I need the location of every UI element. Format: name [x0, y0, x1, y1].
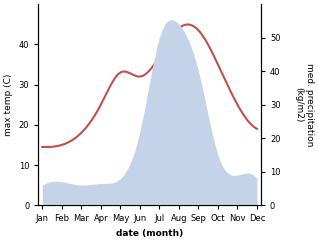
Y-axis label: max temp (C): max temp (C)	[4, 74, 13, 136]
Y-axis label: med. precipitation
(kg/m2): med. precipitation (kg/m2)	[294, 63, 314, 146]
X-axis label: date (month): date (month)	[116, 229, 183, 238]
